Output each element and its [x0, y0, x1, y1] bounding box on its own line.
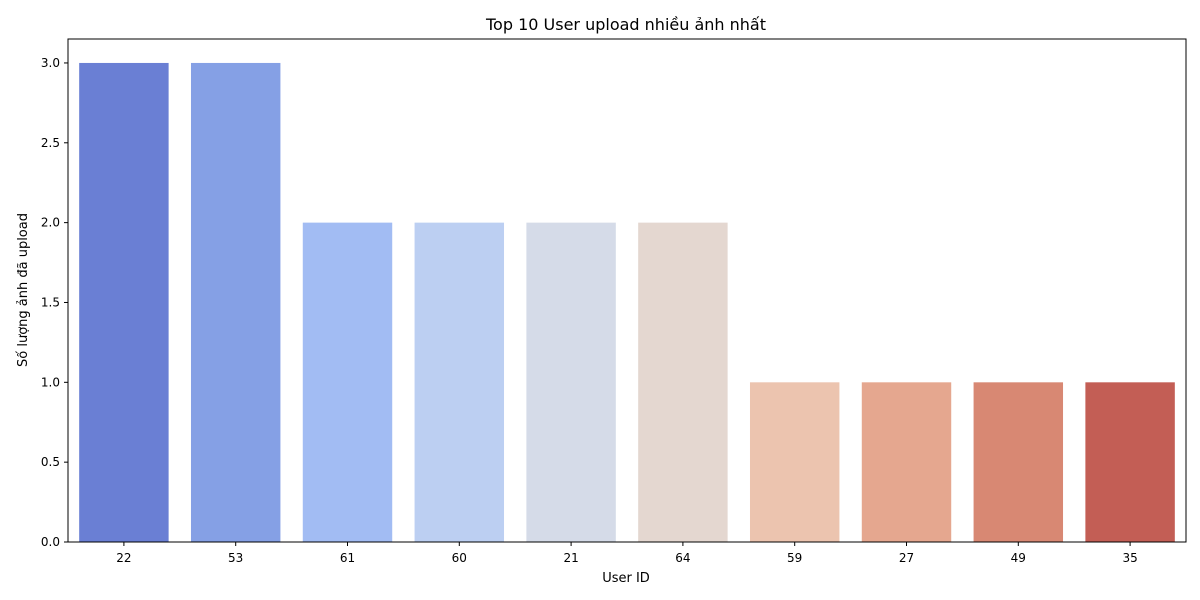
x-tick-label: 22: [116, 551, 131, 565]
bar-49: [973, 382, 1064, 542]
bar-60: [414, 222, 505, 542]
y-tick-label: 2.0: [41, 216, 60, 230]
x-tick-label: 27: [899, 551, 914, 565]
bar-53: [190, 62, 281, 542]
chart-title: Top 10 User upload nhiều ảnh nhất: [485, 15, 766, 34]
bar-61: [302, 222, 393, 542]
x-tick-label: 21: [563, 551, 578, 565]
y-axis-label: Số lượng ảnh đã upload: [16, 213, 31, 367]
y-tick-label: 0.0: [41, 535, 60, 549]
x-tick-label: 35: [1122, 551, 1137, 565]
x-axis-label: User ID: [602, 571, 650, 586]
bar-27: [861, 382, 952, 542]
x-tick-label: 53: [228, 551, 243, 565]
bar-22: [79, 62, 169, 542]
x-axis: 22 53 61 60 21 64 59 27 49 35: [116, 542, 1138, 565]
x-tick-label: 49: [1011, 551, 1026, 565]
bar-59: [749, 382, 840, 542]
x-tick-label: 59: [787, 551, 802, 565]
y-tick-label: 3.0: [41, 56, 60, 70]
plot-frame: [67, 38, 1187, 543]
bar-35: [1085, 382, 1175, 542]
y-tick-label: 1.0: [41, 375, 60, 389]
bars-group: [79, 62, 1175, 542]
y-tick-label: 1.5: [41, 295, 60, 309]
y-tick-label: 2.5: [41, 136, 60, 150]
bar-21: [526, 222, 616, 542]
x-tick-label: 61: [340, 551, 355, 565]
bar-64: [638, 222, 728, 542]
x-tick-label: 64: [675, 551, 690, 565]
y-tick-label: 0.5: [41, 455, 60, 469]
x-tick-label: 60: [452, 551, 467, 565]
y-axis: 0.0 0.5 1.0 1.5 2.0 2.5 3.0: [41, 56, 68, 549]
